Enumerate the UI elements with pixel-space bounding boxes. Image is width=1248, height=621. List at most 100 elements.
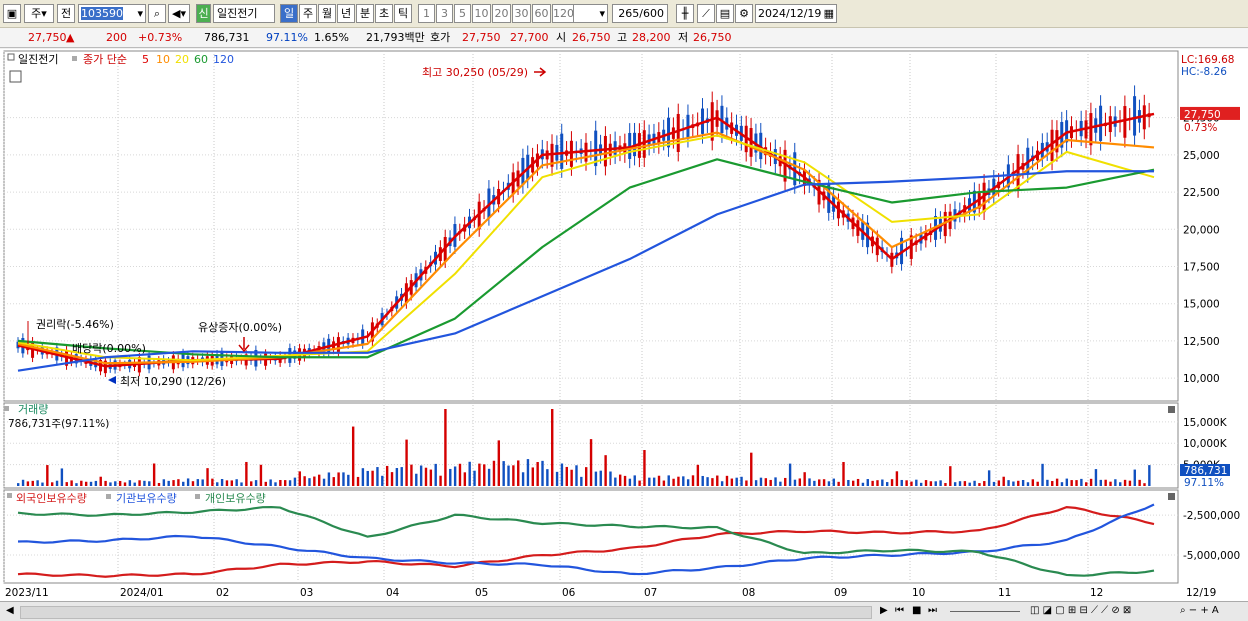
candle-body [1133, 96, 1137, 136]
period-tab-6[interactable]: 틱 [394, 4, 412, 23]
volume-bar [652, 477, 656, 486]
volume-bar [109, 482, 112, 486]
volume-bar [424, 467, 428, 486]
volume-bar [560, 463, 564, 486]
period-tab-4[interactable]: 분 [356, 4, 374, 23]
volume-bar [483, 464, 486, 486]
zoom-slider[interactable] [950, 611, 1020, 612]
volume-bar [196, 479, 200, 486]
volume-tag-bg [1180, 464, 1230, 476]
count-input[interactable]: 265/600 [612, 4, 668, 23]
interval-custom-select[interactable]: ▾ [573, 4, 608, 23]
ma-legend-20: 20 [175, 53, 189, 66]
volume-bar [987, 470, 991, 486]
volume-bar [580, 476, 583, 486]
view-icons[interactable]: ◫ ◪ ▢ ⊞ ⊟ ⟋ ⟋ ⊘ ⊠ [1030, 605, 1132, 616]
volume-bar [332, 477, 335, 486]
candle-icon[interactable]: ╫ [676, 4, 694, 23]
interval-tab-30[interactable]: 30 [512, 4, 531, 23]
volume-bar [983, 481, 986, 486]
holder-close-icon[interactable] [1168, 493, 1175, 500]
x-axis-label: 04 [386, 587, 400, 599]
period-tab-0[interactable]: 일 [280, 4, 298, 23]
stop-icon[interactable]: ■ [912, 605, 922, 616]
interval-tab-120[interactable]: 120 [552, 4, 574, 23]
interval-tab-60[interactable]: 60 [532, 4, 551, 23]
volume-bar [458, 463, 462, 486]
period-tab-3[interactable]: 년 [337, 4, 355, 23]
period-tab-2[interactable]: 월 [318, 4, 336, 23]
candle-body [676, 113, 680, 153]
volume-last-pct: 97.11% [1184, 477, 1224, 489]
zoom-icon[interactable]: ⌕ − + A [1180, 605, 1219, 616]
volume-bar [745, 480, 748, 486]
volume-bar [725, 475, 729, 486]
volume-bar [895, 471, 899, 486]
volume-close-icon[interactable] [1168, 406, 1175, 413]
interval-tab-5[interactable]: 5 [454, 4, 471, 23]
candle-body [594, 130, 598, 167]
save-icon[interactable]: ▤ [716, 4, 734, 23]
interval-tab-1[interactable]: 1 [418, 4, 435, 23]
gear-icon[interactable]: ⚙ [735, 4, 753, 23]
chart-scrollbar[interactable]: ◀ ▶ ⏮ ■ ⏭ ◫ ◪ ▢ ⊞ ⊟ ⟋ ⟋ ⊘ ⊠ ⌕ − + A [0, 601, 1248, 621]
volume-bar [531, 467, 534, 486]
volume-bar [390, 472, 394, 486]
volume-bar [1085, 482, 1088, 486]
market-select[interactable]: 주▾ [24, 4, 54, 23]
code-type-select[interactable]: 전 [57, 4, 75, 23]
period-tab-1[interactable]: 주 [299, 4, 317, 23]
volume-bar [50, 482, 54, 486]
legend-box-icon[interactable] [7, 53, 15, 61]
volume-bar [220, 479, 224, 486]
first-page-icon[interactable]: ⏮ [895, 605, 904, 616]
scroll-left-icon[interactable]: ◀ [6, 605, 14, 616]
last-page-icon[interactable]: ⏭ [928, 605, 937, 616]
price-change: 200 [106, 31, 127, 44]
draw-tool-icon[interactable]: ⟋ [697, 4, 715, 23]
trade-amount: 21,793백만 [366, 31, 425, 44]
volume-bar [919, 482, 923, 486]
volume-bar [143, 480, 146, 486]
volume-bar [254, 480, 258, 486]
volume-bar [453, 466, 457, 486]
period-tab-5[interactable]: 초 [375, 4, 393, 23]
legend-individual: 개인보유수량 [205, 492, 266, 505]
scroll-right-icon[interactable]: ▶ [880, 605, 888, 616]
volume-bar [342, 472, 345, 486]
interval-tab-10[interactable]: 10 [472, 4, 491, 23]
interval-tab-3[interactable]: 3 [436, 4, 453, 23]
volume-bar [1128, 480, 1132, 486]
annotation-low: 최저 10,290 (12/26) [120, 375, 226, 388]
candle-body [1050, 129, 1054, 162]
holder-line-2 [17, 505, 1155, 577]
interval-tab-20[interactable]: 20 [492, 4, 511, 23]
x-axis-label: 02 [216, 587, 229, 599]
volume-bar [551, 409, 554, 486]
candle-body [603, 135, 607, 167]
candle-body [550, 143, 554, 167]
speaker-icon[interactable]: ◀▾ [168, 4, 190, 23]
volume-bar [497, 440, 501, 486]
volume-bar [1075, 480, 1078, 486]
scroll-track[interactable] [20, 606, 872, 619]
volume-bar [900, 479, 903, 486]
legend-institution: 기관보유수량 [116, 492, 177, 505]
calendar-icon[interactable]: ▦ [823, 7, 834, 20]
volume-title: 거래량 [18, 403, 48, 416]
volume-bar [740, 476, 743, 486]
date-input[interactable]: 2024/12/19 ▦ [755, 4, 837, 23]
annotation-rights: 권리락(-5.46%) [36, 318, 114, 331]
ask-price: 27,750 [462, 31, 501, 44]
stock-code-input[interactable]: 103590 ▾ [78, 4, 146, 23]
ma-legend-60: 60 [194, 53, 208, 66]
volume-bar [808, 478, 811, 486]
search-icon[interactable]: ⌕ [148, 4, 166, 23]
layout-icon[interactable]: ▣ [3, 4, 21, 23]
volume-bar [968, 482, 971, 486]
grid-toggle-icon[interactable] [9, 70, 22, 83]
volume-bar [750, 452, 753, 486]
volume-bar [245, 461, 248, 486]
volume-bar [570, 469, 573, 486]
volume-bar [1070, 480, 1073, 486]
